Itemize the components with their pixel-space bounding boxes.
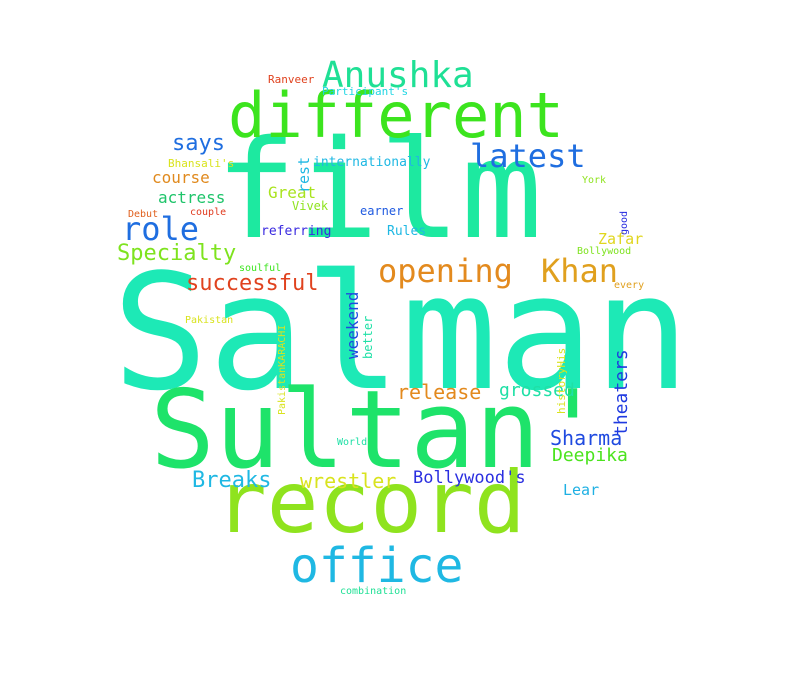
word-york: York bbox=[582, 175, 607, 186]
word-says: says bbox=[172, 131, 225, 156]
word-salman: Salman bbox=[112, 239, 690, 426]
word-lear: Lear bbox=[563, 481, 600, 499]
word-breaks: Breaks bbox=[192, 468, 272, 493]
word-bhansalis: Bhansali's bbox=[168, 157, 235, 170]
word-sharma: Sharma bbox=[550, 426, 623, 450]
word-zafar: Zafar bbox=[598, 230, 644, 248]
word-world: World bbox=[337, 437, 368, 448]
word-good: good bbox=[619, 210, 630, 235]
word-debut: Debut bbox=[128, 209, 159, 220]
word-every: every bbox=[614, 280, 645, 291]
word-different: different bbox=[228, 79, 564, 152]
word-course: course bbox=[152, 168, 210, 187]
word-successful: successful bbox=[186, 271, 319, 296]
word-release: release bbox=[397, 380, 482, 404]
word-theaters: theaters bbox=[611, 349, 632, 436]
word-office: office bbox=[290, 538, 464, 594]
word-opening: opening bbox=[378, 252, 513, 290]
word-internationally: internationally bbox=[313, 155, 431, 170]
word-deepika: Deepika bbox=[552, 445, 628, 466]
word-record: record bbox=[215, 453, 526, 553]
word-bollywood: Bollywood bbox=[577, 246, 632, 257]
word-wrestler: wrestler bbox=[300, 469, 397, 493]
word-combination: combination bbox=[340, 586, 407, 597]
word-vivek: Vivek bbox=[292, 199, 329, 213]
word-earner: earner bbox=[360, 204, 404, 218]
word-better: better bbox=[361, 315, 375, 359]
word-weekend: weekend bbox=[343, 291, 362, 359]
word-latest: latest bbox=[470, 137, 586, 175]
word-referring: referring bbox=[261, 224, 332, 239]
word-great: Great bbox=[268, 183, 317, 202]
word-soulful: soulful bbox=[239, 263, 282, 274]
word-specialty: Specialty bbox=[117, 241, 237, 266]
word-role: role bbox=[122, 210, 200, 248]
word-rest: rest bbox=[295, 156, 313, 193]
word-rules: Rules bbox=[387, 224, 427, 239]
word-pakistan: Pakistan bbox=[185, 315, 234, 326]
word-couple: couple bbox=[190, 207, 227, 218]
word-grossed: grossed bbox=[499, 380, 575, 401]
word-khan: Khan bbox=[541, 252, 619, 290]
word-anushka: Anushka bbox=[322, 55, 474, 96]
word-ranveer: Ranveer bbox=[268, 73, 315, 86]
word-film: film bbox=[215, 112, 543, 270]
word-pakistankarachi: PakistanKARACHI bbox=[277, 324, 288, 415]
word-participants: Participant's bbox=[322, 85, 409, 98]
word-sultan: Sultan' bbox=[150, 368, 606, 493]
word-historyhis: historyHis bbox=[555, 347, 568, 414]
word-actress: actress bbox=[158, 188, 226, 207]
word-bollywoods: Bollywood's bbox=[413, 468, 526, 488]
